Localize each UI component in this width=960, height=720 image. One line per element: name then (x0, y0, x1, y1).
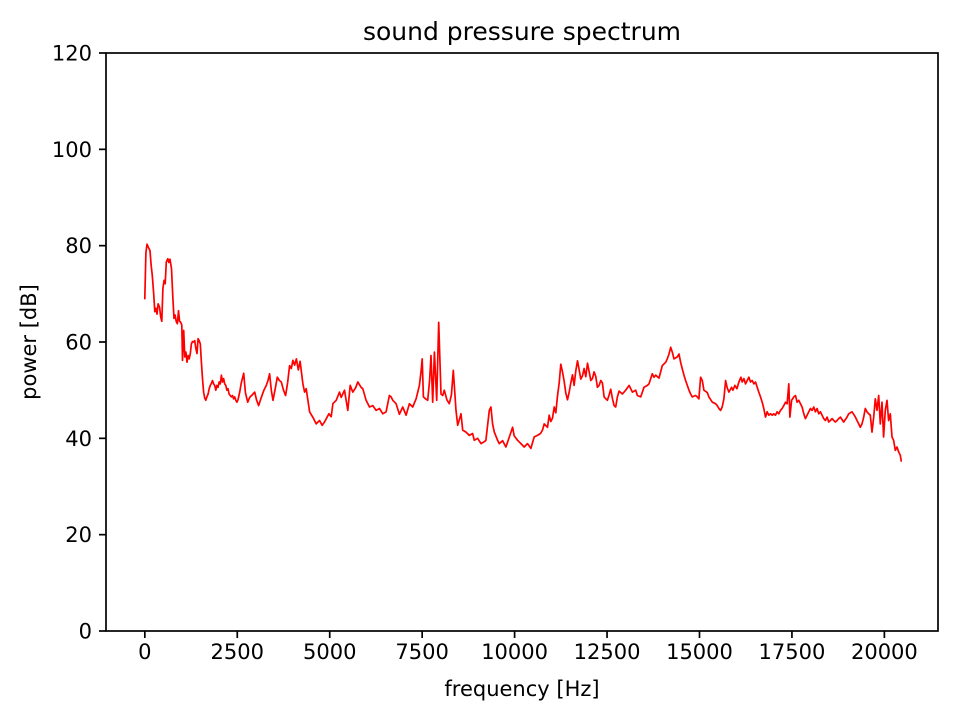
y-tick-label: 100 (52, 138, 92, 162)
x-tick-label: 17500 (759, 640, 826, 664)
x-tick-label: 12500 (574, 640, 641, 664)
y-axis-ticks: 0 20 40 60 80 100 120 (52, 42, 106, 644)
x-tick-label: 10000 (481, 640, 548, 664)
series-group (143, 243, 903, 462)
x-tick-label: 2500 (211, 640, 264, 664)
y-axis-label: power [dB] (17, 284, 41, 400)
y-tick-label: 80 (65, 234, 92, 258)
x-tick-label: 15000 (666, 640, 733, 664)
y-tick-label: 40 (65, 427, 92, 451)
y-tick-label: 120 (52, 42, 92, 66)
y-tick-label: 60 (65, 331, 92, 355)
x-tick-label: 0 (138, 640, 151, 664)
plot-border (105, 52, 939, 632)
x-tick-label: 5000 (303, 640, 356, 664)
x-axis-label: frequency [Hz] (444, 677, 599, 701)
chart-title: sound pressure spectrum (363, 17, 681, 46)
y-tick-label: 0 (79, 620, 92, 644)
y-tick-label: 20 (65, 523, 92, 547)
x-tick-label: 7500 (395, 640, 448, 664)
x-tick-label: 20000 (851, 640, 918, 664)
x-axis-ticks: 0 2500 5000 7500 10000 12500 15000 17500 20000 (138, 631, 918, 664)
spectrum-line (143, 243, 903, 462)
